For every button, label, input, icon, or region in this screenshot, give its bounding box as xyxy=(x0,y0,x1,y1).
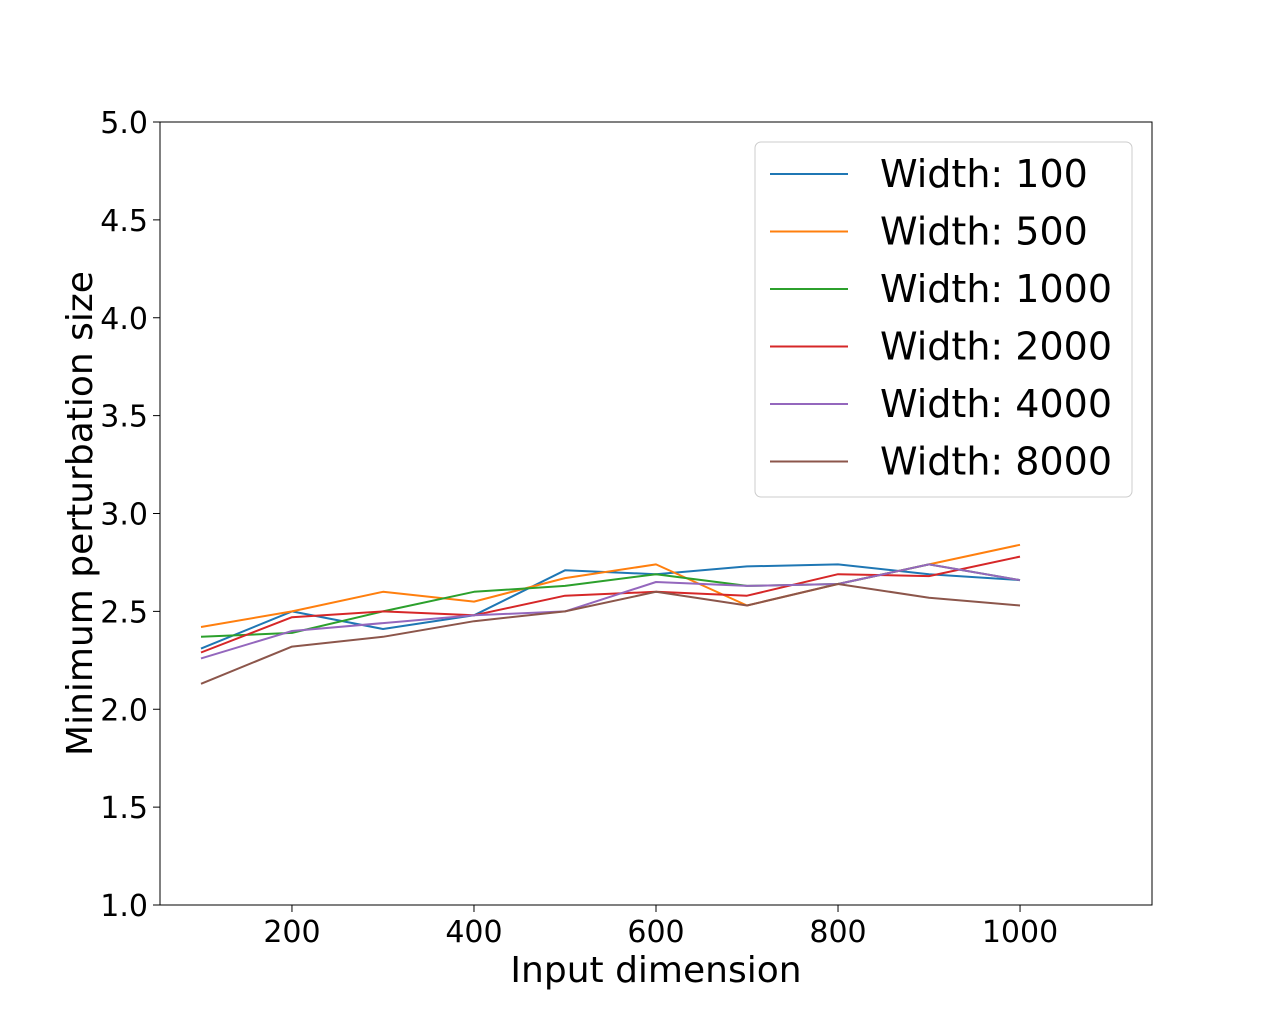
legend-label-1: Width: 100 xyxy=(880,152,1088,196)
y-tick-label: 4.5 xyxy=(100,204,148,239)
x-axis-label: Input dimension xyxy=(510,950,801,991)
legend-label-3: Width: 1000 xyxy=(880,267,1112,311)
legend-label-5: Width: 4000 xyxy=(880,382,1112,426)
x-tick-label: 1000 xyxy=(982,915,1058,950)
y-tick-label: 1.5 xyxy=(100,791,148,826)
legend-label-2: Width: 500 xyxy=(880,210,1088,254)
legend: Width: 100 Width: 500 Width: 1000 Width: 20… xyxy=(754,141,1133,498)
x-tick-label: 600 xyxy=(627,915,684,950)
x-tick-label: 200 xyxy=(263,915,320,950)
legend-box xyxy=(754,141,1133,498)
series-lines xyxy=(200,543,1021,685)
y-axis-label: Minimum perturbation size xyxy=(60,271,101,756)
y-axis: 1.0 1.5 2.0 2.5 3.0 3.5 4.0 4.5 5.0 xyxy=(100,106,160,924)
y-tick-label: 3.0 xyxy=(100,498,148,533)
series-line-5 xyxy=(200,563,1021,660)
legend-label-6: Width: 8000 xyxy=(880,440,1112,484)
x-tick-label: 800 xyxy=(809,915,866,950)
y-tick-label: 1.0 xyxy=(100,889,148,924)
y-tick-label: 4.0 xyxy=(100,302,148,337)
x-tick-label: 400 xyxy=(445,915,502,950)
legend-label-4: Width: 2000 xyxy=(880,325,1112,369)
series-line-1 xyxy=(200,563,1021,650)
y-tick-label: 2.5 xyxy=(100,595,148,630)
x-axis: 200 400 600 800 1000 xyxy=(263,905,1058,950)
y-tick-label: 2.0 xyxy=(100,693,148,728)
y-tick-label: 3.5 xyxy=(100,400,148,435)
y-tick-label: 5.0 xyxy=(100,106,148,141)
series-line-6 xyxy=(200,583,1021,685)
